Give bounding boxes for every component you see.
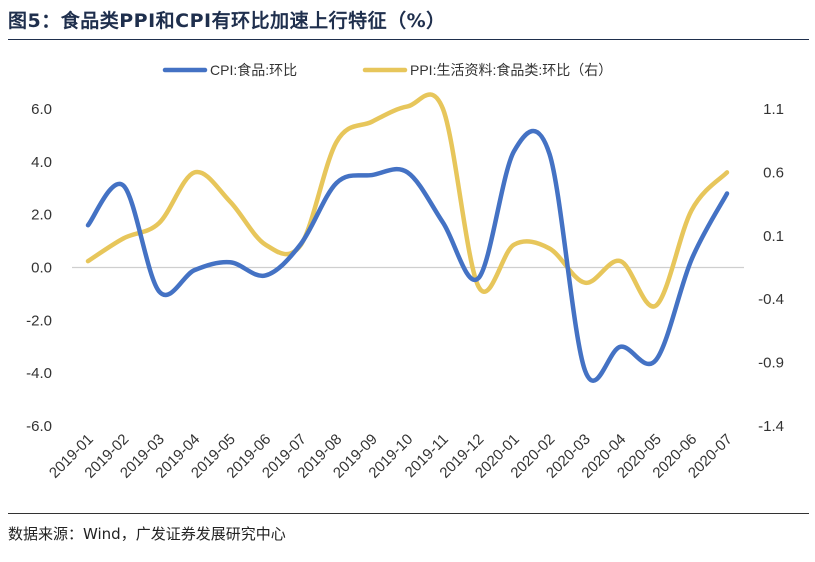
y-left-tick-label: 4.0 — [31, 154, 52, 171]
y-right-tick-label: -1.4 — [758, 418, 784, 435]
y-right-tick-label: 1.1 — [763, 101, 784, 118]
chart: CPI:食品:环比 PPI:生活资料:食品类:环比（右） 6.0 4.0 2.0 0.0… — [26, 62, 784, 482]
y-left-tick-label: -4.0 — [26, 365, 52, 382]
legend-label: PPI:生活资料:食品类:环比（右） — [410, 62, 612, 78]
y-left-tick-label: 2.0 — [31, 207, 52, 224]
source-rule — [8, 513, 809, 514]
legend: CPI:食品:环比 PPI:生活资料:食品类:环比（右） — [162, 62, 612, 78]
y-left-tick-label: 6.0 — [31, 101, 52, 118]
page-title: 图5：食品类PPI和CPI有环比加速上行特征（%） — [8, 10, 446, 32]
y-right-tick-label: 0.1 — [763, 228, 784, 245]
legend-label: CPI:食品:环比 — [210, 62, 297, 78]
y-right-tick-label: -0.9 — [758, 355, 784, 372]
source-note: 数据来源：Wind，广发证券发展研究中心 — [8, 525, 286, 543]
series — [85, 92, 730, 383]
ppi-series-line — [85, 92, 730, 309]
cpi-series-line — [85, 128, 730, 383]
y-left-tick-label: 0.0 — [31, 260, 52, 277]
y-right-tick-label: -0.4 — [758, 291, 784, 308]
axes: 6.0 4.0 2.0 0.0 -2.0 -4.0 -6.0 1.1 0.6 0.1 -0.4 -0.… — [26, 101, 784, 482]
y-left-tick-label: -6.0 — [26, 418, 52, 435]
y-right-tick-label: 0.6 — [763, 164, 784, 181]
title-rule — [8, 39, 809, 40]
y-left-tick-label: -2.0 — [26, 312, 52, 329]
